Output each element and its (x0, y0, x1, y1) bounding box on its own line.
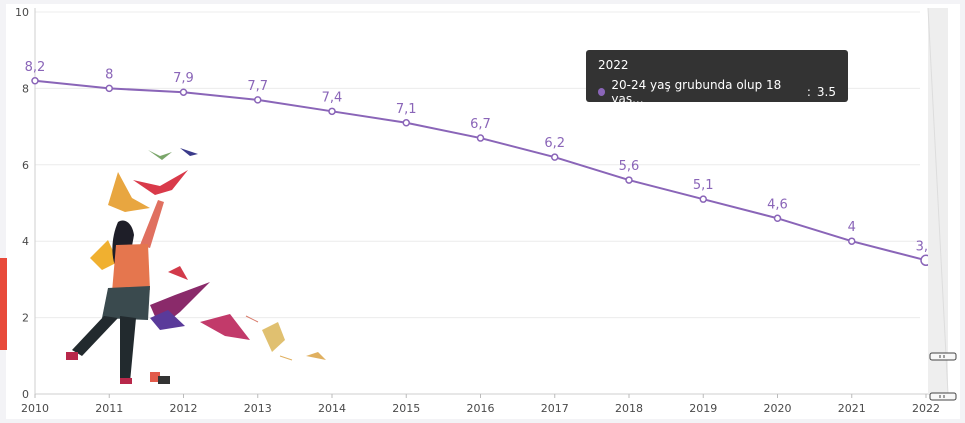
bird-icon (180, 148, 198, 156)
woman-body (112, 244, 150, 292)
x-tick-label: 2010 (21, 402, 49, 415)
bird-icon (148, 150, 172, 160)
bird-icon (108, 172, 150, 212)
x-tick-label: 2013 (244, 402, 272, 415)
data-label: 7,9 (173, 71, 194, 86)
small-box (150, 372, 160, 382)
chart-tooltip: 2022 20-24 yaş grubunda olup 18 yaş...: … (586, 50, 848, 106)
bird-icon (133, 170, 188, 195)
x-tick-label: 2021 (838, 402, 866, 415)
data-point (105, 84, 113, 93)
bird-icon (262, 322, 285, 352)
data-label: 5,6 (619, 159, 640, 174)
x-tick-label: 2014 (318, 402, 346, 415)
x-tick-label: 2022 (912, 402, 940, 415)
woman-with-birds-illustration (66, 148, 326, 384)
bird-icon (90, 240, 118, 270)
bird-icon (150, 310, 185, 330)
series-line-path (34, 79, 927, 262)
data-point (254, 96, 262, 104)
data-labels: 8,28 7,97,77,47,16,76,25,65,14,643,5 (25, 60, 937, 255)
y-tick-label: 10 (15, 6, 29, 19)
bird-icon (245, 315, 259, 323)
small-box (158, 376, 170, 384)
data-points (31, 77, 932, 267)
navigator-handle-lower[interactable] (929, 392, 957, 401)
navigator-scrollbar[interactable] (927, 7, 957, 401)
x-tick-label: 2018 (615, 402, 643, 415)
data-label: 4 (848, 220, 856, 235)
data-label: 5,1 (693, 178, 714, 193)
data-label: 8,2 (25, 60, 46, 75)
data-label: 6,7 (470, 117, 491, 132)
data-label: 7,4 (322, 90, 343, 105)
x-tick-label: 2019 (689, 402, 717, 415)
woman-shoe (120, 378, 132, 384)
y-tick-label: 8 (22, 82, 29, 95)
data-point (179, 88, 188, 96)
data-point (402, 119, 410, 127)
data-label: 6,2 (544, 136, 565, 151)
data-label: 4,6 (767, 197, 788, 212)
tooltip-row: 20-24 yaş grubunda olup 18 yaş...: 3.5 (598, 78, 836, 106)
data-label: 7,7 (247, 79, 268, 94)
data-point (625, 176, 633, 184)
x-tick-label: 2012 (170, 402, 198, 415)
y-tick-label: 4 (22, 235, 29, 248)
x-tick-label: 2011 (95, 402, 123, 415)
woman-arm (140, 200, 164, 248)
series-dot-icon (598, 88, 606, 96)
axes: 0 2 4 6 8 10 2010 2011 2012 2013 2014 2015 2016 2017 2… (15, 6, 940, 415)
x-tick-label: 2017 (541, 402, 569, 415)
side-tab[interactable] (0, 258, 7, 350)
woman-leg (72, 316, 118, 356)
data-label: 8 (105, 67, 113, 82)
y-tick-label: 2 (22, 312, 29, 325)
bird-icon (279, 355, 293, 361)
x-tick-label: 2016 (467, 402, 495, 415)
data-label: 7,1 (396, 102, 417, 117)
tooltip-series-label: 20-24 yaş grubunda olup 18 yaş... (611, 78, 782, 106)
data-point (773, 214, 782, 223)
data-point (476, 134, 485, 142)
navigator-handle-upper[interactable] (929, 352, 957, 361)
data-point (699, 195, 707, 203)
woman-shoe (66, 352, 78, 360)
woman-leg (120, 316, 136, 382)
data-point (848, 237, 856, 245)
y-tick-label: 0 (22, 388, 29, 401)
y-tick-label: 6 (22, 159, 29, 172)
data-point (328, 107, 336, 116)
tooltip-value: 3.5 (816, 85, 836, 99)
tooltip-title: 2022 (598, 58, 629, 72)
bird-icon (200, 314, 250, 340)
bird-icon (168, 266, 188, 280)
x-tick-label: 2015 (392, 402, 420, 415)
data-point (551, 153, 559, 161)
x-tick-label: 2020 (764, 402, 792, 415)
woman-skirt (102, 286, 150, 320)
data-point (31, 77, 39, 85)
bird-icon (306, 352, 326, 360)
series-line (34, 79, 927, 262)
